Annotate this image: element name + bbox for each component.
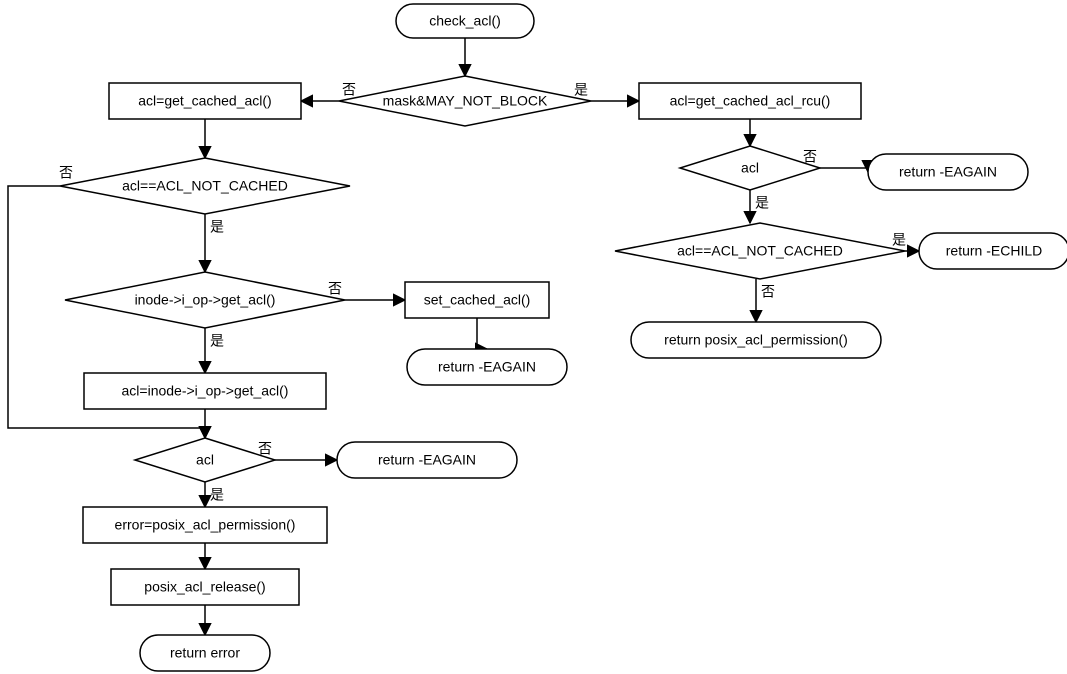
- node-d_acl1: acl: [680, 146, 820, 190]
- node-label-t_reterr: return error: [170, 645, 240, 661]
- node-label-d_notcached2: acl==ACL_NOT_CACHED: [677, 243, 843, 259]
- node-label-p_error: error=posix_acl_permission(): [115, 517, 296, 533]
- node-t_echild: return -ECHILD: [919, 233, 1067, 269]
- node-label-d_iop: inode->i_op->get_acl(): [135, 292, 276, 308]
- edge-label-d_acl2-p_error: 是: [210, 487, 224, 503]
- node-label-p_getrcu: acl=get_cached_acl_rcu(): [670, 93, 831, 109]
- node-t_eagain3: return -EAGAIN: [337, 442, 517, 478]
- node-label-p_setcached: set_cached_acl(): [424, 292, 531, 308]
- edge-label-d_mask-p_getrcu: 是: [574, 82, 588, 98]
- node-label-t_posix: return posix_acl_permission(): [664, 332, 848, 348]
- node-label-p_getcached: acl=get_cached_acl(): [138, 93, 271, 109]
- edge-label-d_notcached2-t_echild: 是: [892, 232, 906, 248]
- edge-label-d_notcached1-d_acl2: 否: [59, 165, 73, 181]
- node-label-t_echild: return -ECHILD: [946, 243, 1042, 259]
- node-d_notcached1: acl==ACL_NOT_CACHED: [60, 158, 350, 214]
- node-t_eagain2: return -EAGAIN: [407, 349, 567, 385]
- node-p_setcached: set_cached_acl(): [405, 282, 549, 318]
- node-label-p_release: posix_acl_release(): [144, 579, 265, 595]
- node-label-t_eagain1: return -EAGAIN: [899, 164, 997, 180]
- node-label-d_mask: mask&MAY_NOT_BLOCK: [383, 93, 548, 109]
- node-p_release: posix_acl_release(): [111, 569, 299, 605]
- node-t_posix: return posix_acl_permission(): [631, 322, 881, 358]
- flowchart-diagram: 否是是否否是否是否是是否check_acl()mask&MAY_NOT_BLOC…: [0, 0, 1067, 674]
- node-label-d_notcached1: acl==ACL_NOT_CACHED: [122, 178, 288, 194]
- node-label-d_acl1: acl: [741, 160, 759, 176]
- node-t_eagain1: return -EAGAIN: [868, 154, 1028, 190]
- node-d_iop: inode->i_op->get_acl(): [65, 272, 345, 328]
- node-start: check_acl(): [396, 4, 534, 38]
- edge-label-d_notcached1-d_iop: 是: [210, 219, 224, 235]
- node-t_reterr: return error: [140, 635, 270, 671]
- edge-label-d_notcached2-t_posix: 否: [761, 284, 775, 300]
- node-p_getcached: acl=get_cached_acl(): [109, 83, 301, 119]
- node-label-start: check_acl(): [429, 13, 501, 29]
- edge-p_setcached-to-t_eagain2: [477, 318, 487, 349]
- edge-label-d_mask-p_getcached: 否: [342, 82, 356, 98]
- edge-label-d_acl1-d_notcached2: 是: [755, 195, 769, 211]
- node-p_getrcu: acl=get_cached_acl_rcu(): [639, 83, 861, 119]
- edge-d_acl1-to-t_eagain1: [820, 168, 868, 172]
- node-d_notcached2: acl==ACL_NOT_CACHED: [615, 223, 905, 279]
- node-d_mask: mask&MAY_NOT_BLOCK: [339, 76, 591, 126]
- node-label-p_getacl: acl=inode->i_op->get_acl(): [122, 383, 289, 399]
- node-label-t_eagain3: return -EAGAIN: [378, 452, 476, 468]
- node-d_acl2: acl: [135, 438, 275, 482]
- edge-label-d_acl1-t_eagain1: 否: [803, 149, 817, 165]
- node-p_error: error=posix_acl_permission(): [83, 507, 327, 543]
- node-label-t_eagain2: return -EAGAIN: [438, 359, 536, 375]
- edge-label-d_iop-p_setcached: 否: [328, 281, 342, 297]
- node-label-d_acl2: acl: [196, 452, 214, 468]
- edge-label-d_iop-p_getacl: 是: [210, 333, 224, 349]
- edge-label-d_acl2-t_eagain3: 否: [258, 441, 272, 457]
- node-p_getacl: acl=inode->i_op->get_acl(): [84, 373, 326, 409]
